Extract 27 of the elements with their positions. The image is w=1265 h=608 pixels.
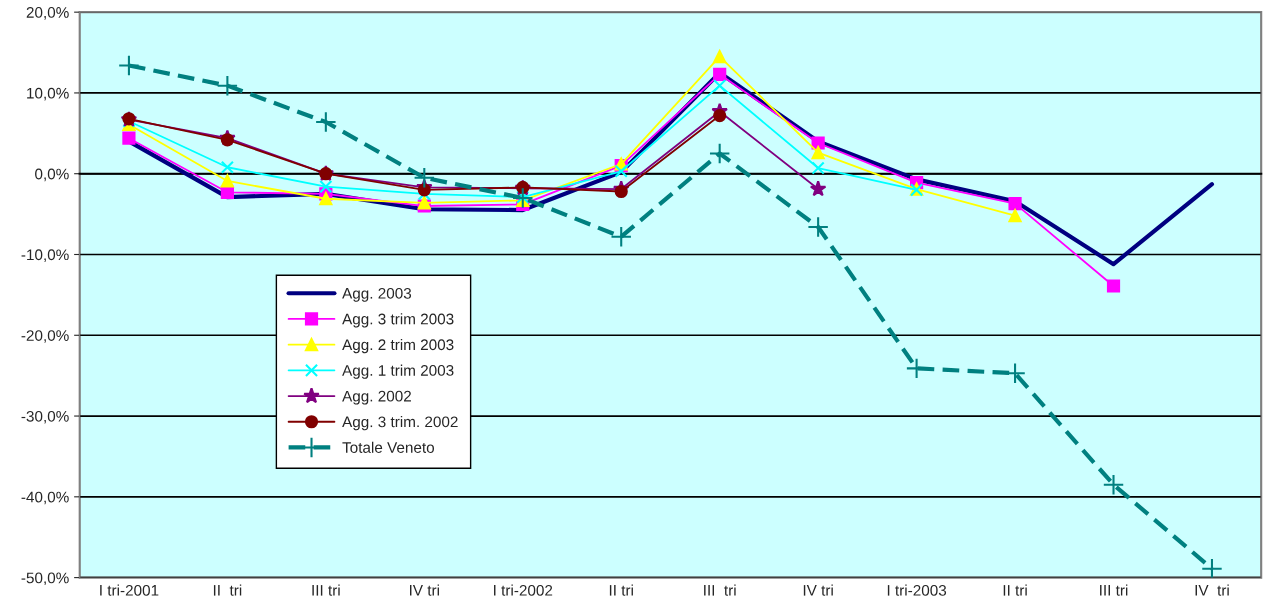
y-tick-label: -40,0% [21,491,69,505]
legend-label: Agg. 2 trim 2003 [342,338,454,354]
x-tick-label: IV tri [1195,584,1229,596]
x-tick-label: II tri [1003,584,1027,596]
x-tick-label: I tri-2002 [494,584,553,596]
x-tick-label: IV tri [803,584,833,596]
y-tick-label: -10,0% [21,249,69,262]
x-tick-label: III tri [704,584,736,596]
y-tick-label: -20,0% [21,330,69,343]
y-tick-label: 20,0% [26,7,69,20]
x-tick-label: II tri [213,584,242,596]
x-tick-label: IV tri [410,584,439,596]
legend-label: Totale Veneto [342,441,435,453]
legend-label: Agg. 3 trim. 2002 [342,416,458,431]
legend-label: Agg. 3 trim 2003 [342,313,454,328]
x-tick-label: I tri-2001 [100,584,159,596]
y-tick-label: -50,0% [21,572,69,586]
y-tick-label: 10,0% [27,87,69,101]
x-tick-label: III tri [1100,584,1128,596]
legend-label: Agg. 1 trim 2003 [342,364,454,379]
x-tick-label: II tri [609,584,633,596]
legend-label: Agg. 2002 [342,390,411,405]
legend-label: Agg. 2003 [342,287,412,302]
y-tick-label: -30,0% [21,410,69,424]
x-tick-label: I tri-2003 [887,584,947,596]
y-tick-label: 0,0% [35,168,69,182]
x-tick-label: III tri [312,584,340,596]
